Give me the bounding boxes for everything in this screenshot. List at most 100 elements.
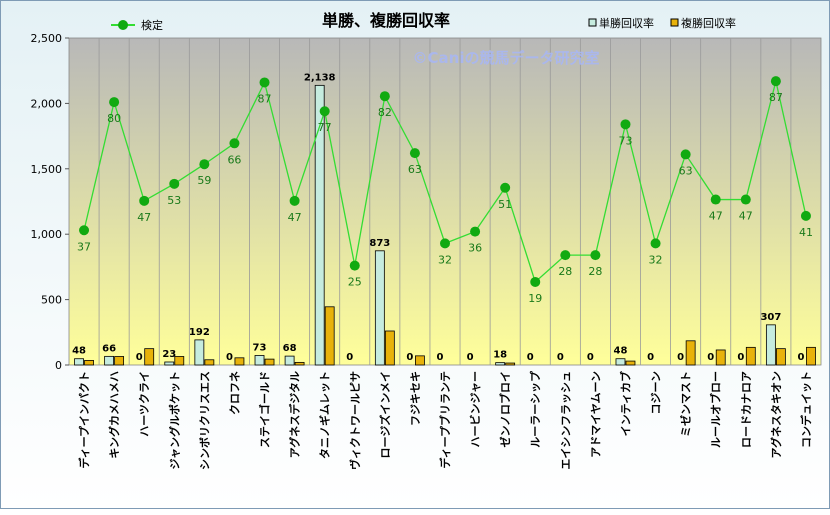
- line-marker: [289, 195, 300, 206]
- win-bar-label: 23: [162, 349, 176, 360]
- line-marker: [440, 238, 450, 249]
- line-marker: [259, 77, 270, 88]
- line-marker: [560, 250, 571, 261]
- line-value-label: 82: [378, 106, 392, 119]
- win-bar-label: 0: [677, 352, 684, 363]
- line-value-label: 41: [799, 226, 813, 239]
- line-marker: [500, 182, 511, 193]
- win-bar: [254, 355, 265, 366]
- place-bar: [234, 357, 245, 366]
- line-marker: [800, 210, 811, 221]
- win-bar: [74, 358, 84, 366]
- x-tick-label: ディープインパクト: [77, 371, 91, 469]
- place-bar: [384, 330, 395, 366]
- win-bar-label: 68: [283, 343, 297, 354]
- win-bar-label: 73: [253, 342, 267, 353]
- place-bar: [84, 360, 94, 366]
- place-bar: [174, 356, 185, 366]
- win-bar-label: 192: [189, 327, 210, 338]
- place-bar: [204, 359, 215, 366]
- line-marker: [680, 149, 691, 160]
- win-bar-label: 0: [437, 352, 444, 363]
- line-value-label: 87: [258, 92, 272, 105]
- win-bar-label: 48: [614, 346, 628, 357]
- win-bar-label: 0: [587, 352, 594, 363]
- win-bar-label: 2,138: [304, 72, 336, 83]
- win-bar: [104, 355, 115, 366]
- line-marker: [109, 97, 120, 108]
- line-marker: [590, 250, 601, 261]
- x-tick-label: ジャングルポケット: [167, 371, 181, 469]
- x-tick-label: アグネスタキオン: [769, 371, 783, 458]
- place-bar: [806, 346, 816, 366]
- win-bar: [495, 362, 506, 366]
- win-bar-label: 873: [369, 238, 390, 249]
- line-value-label: 37: [77, 240, 91, 253]
- line-marker: [409, 148, 420, 159]
- x-tick-label: ロードカナロア: [740, 371, 753, 448]
- line-value-label: 25: [348, 276, 362, 289]
- place-bar: [685, 340, 696, 366]
- line-value-label: 28: [588, 265, 602, 278]
- watermark: ©Caniの競馬データ研究室: [413, 49, 600, 67]
- win-bar-label: 307: [760, 312, 781, 323]
- line-value-label: 59: [197, 174, 211, 187]
- line-value-label: 63: [408, 163, 422, 176]
- line-marker: [770, 76, 781, 87]
- line-value-label: 63: [679, 164, 693, 177]
- x-tick-label: コンデュイット: [799, 371, 813, 448]
- x-tick-label: アドマイヤムーン: [589, 371, 602, 458]
- x-tick-label: キングカメハメハ: [107, 371, 121, 459]
- x-tick-label: ゼンノロブロイ: [498, 371, 512, 447]
- legend-line: 検定: [111, 18, 163, 32]
- line-value-label: 28: [558, 265, 572, 278]
- grid-lines: [98, 38, 792, 365]
- win-bar: [374, 250, 385, 366]
- place-bar: [264, 358, 275, 366]
- win-bar: [194, 339, 205, 366]
- win-bar-label: 0: [226, 352, 233, 363]
- line-value-label: 32: [649, 253, 663, 266]
- line-marker: [139, 195, 150, 206]
- place-bar: [715, 349, 726, 366]
- line-value-label: 87: [769, 91, 783, 104]
- line-marker: [349, 260, 360, 271]
- place-bar: [114, 356, 125, 366]
- line-value-label: 73: [618, 134, 632, 147]
- x-tick-label: ハーツクライ: [138, 371, 151, 437]
- win-bar-label: 0: [557, 352, 564, 363]
- win-bar-label: 0: [797, 352, 804, 363]
- win-bar: [615, 358, 626, 366]
- y-tick-label: 1,500: [31, 163, 63, 176]
- y-axis: 0 500 1,000 1,500 2,000 2,500: [31, 32, 69, 372]
- legend-label-place: 複勝回収率: [681, 16, 736, 30]
- win-bar-label: 0: [527, 352, 534, 363]
- x-tick-label: ロージズインメイ: [378, 371, 392, 458]
- line-marker: [530, 276, 541, 287]
- line-marker: [650, 238, 661, 249]
- x-tick-label: ステイゴールド: [258, 371, 272, 448]
- x-tick-label: シンボリクリスエス: [197, 371, 211, 470]
- legend-label-win: 単勝回収率: [599, 16, 654, 30]
- win-bar: [765, 324, 776, 366]
- win-bar-label: 0: [406, 352, 413, 363]
- win-bar-label: 0: [647, 352, 654, 363]
- legend-label-line: 検定: [141, 18, 163, 32]
- line-value-label: 47: [739, 210, 753, 223]
- win-bar-label: 0: [346, 352, 353, 363]
- place-bar: [505, 362, 516, 366]
- line-marker: [79, 225, 90, 236]
- line-marker: [319, 106, 330, 117]
- x-tick-label: ルーラーシップ: [528, 370, 542, 448]
- win-bar-label: 0: [136, 352, 143, 363]
- legend-swatch-win: [588, 18, 597, 27]
- chart-title: 単勝、複勝回収率: [322, 11, 450, 30]
- place-bar: [775, 348, 786, 366]
- x-tick-label: コジーン: [650, 371, 663, 414]
- win-bar-label: 48: [72, 346, 86, 357]
- place-bar: [745, 346, 756, 366]
- bars: [74, 84, 816, 366]
- line-value-label: 19: [528, 292, 542, 305]
- legend-bars: 単勝回収率 複勝回収率: [588, 16, 736, 30]
